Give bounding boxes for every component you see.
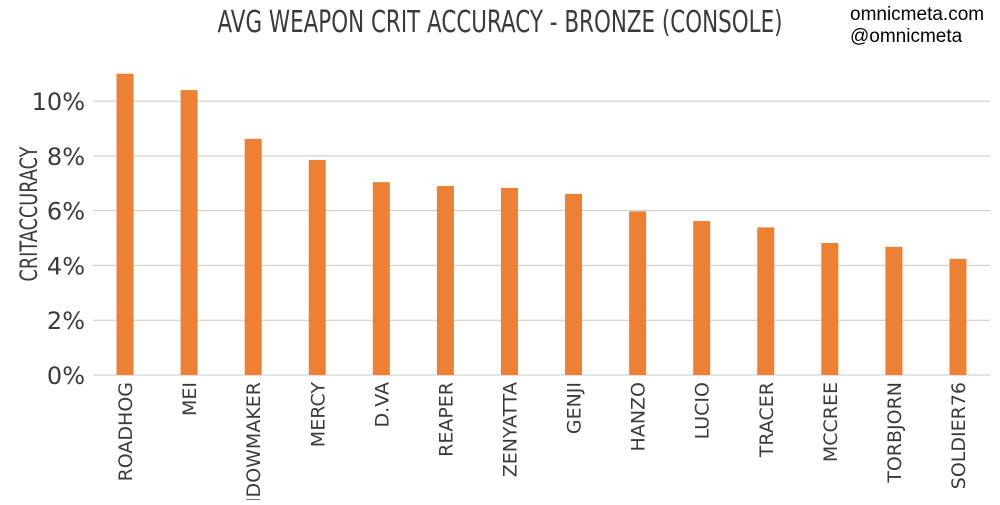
bar-torbjorn (885, 246, 903, 375)
bar-mei (180, 90, 198, 375)
x-tick-label: HANZO (628, 382, 650, 451)
x-tick-label: MCCREE (820, 382, 842, 462)
watermark-handle: @omnicmeta (850, 26, 963, 47)
y-tick-label: 10% (32, 88, 85, 116)
x-tick-label: D.VA (371, 382, 393, 427)
x-tick-label: ROADHOG (115, 382, 137, 481)
x-tick-label: TRACER (756, 382, 778, 458)
y-tick-label: 4% (47, 252, 85, 280)
bar-roadhog (116, 73, 134, 376)
bar-tracer (757, 227, 775, 375)
y-tick-label: 8% (47, 143, 85, 171)
x-tick-label: ZENYATTA (499, 382, 521, 477)
y-tick-label: 2% (47, 307, 85, 335)
x-tick-label: MEI (179, 382, 201, 416)
bar-mccree (821, 242, 839, 375)
x-tick-label: GENJI (564, 382, 586, 434)
x-tick-labels: ROADHOG MEI WIDOWMAKER MERCY D.VA REAPER ZENYA… (115, 382, 970, 505)
y-axis-label: CRITACCURACY (15, 146, 43, 281)
bar-soldier76 (949, 258, 967, 375)
bar-hanzo (629, 211, 647, 375)
watermark-site: omnicmeta.com (850, 4, 985, 25)
bar-genji (565, 193, 583, 375)
bar-d-va (372, 182, 390, 375)
gridlines (93, 100, 990, 376)
bar-widowmaker (244, 138, 262, 375)
bars (116, 73, 967, 376)
x-tick-label: REAPER (435, 382, 457, 457)
y-tick-label: 0% (47, 362, 85, 390)
y-tick-labels: 0% 2% 4% 6% 8% 10% (32, 88, 85, 390)
watermark: omnicmeta.com @omnicmeta (850, 4, 984, 48)
bar-mercy (308, 159, 326, 375)
chart-title: AVG WEAPON CRIT ACCURACY - BRONZE (CONSO… (218, 5, 783, 40)
bar-reaper (436, 186, 454, 375)
x-tick-label: TORBJORN (884, 382, 906, 484)
x-tick-label: MERCY (307, 382, 329, 448)
x-tick-label: WIDOWMAKER (243, 382, 265, 500)
bar-zenyatta (500, 187, 518, 375)
y-tick-label: 6% (47, 198, 85, 226)
x-tick-label: LUCIO (692, 382, 714, 439)
bar-lucio (693, 221, 711, 375)
x-tick-label: SOLDIER76 (948, 382, 970, 489)
